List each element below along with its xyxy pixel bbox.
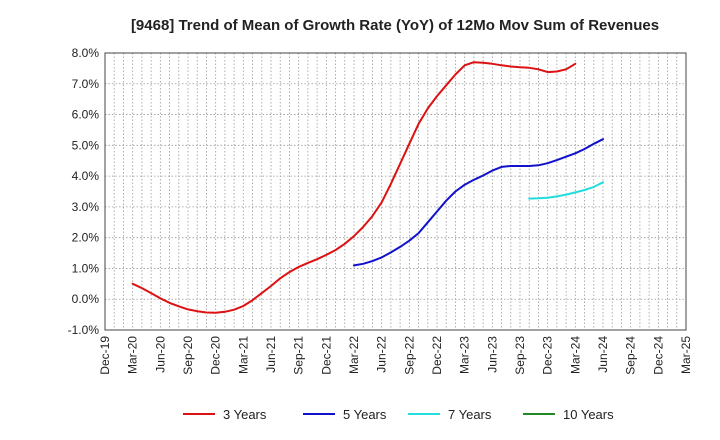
series-line-3-years [131, 61, 577, 314]
legend-label: 7 Years [448, 407, 492, 422]
x-tick-label: Mar-25 [679, 336, 693, 374]
chart-title: [9468] Trend of Mean of Growth Rate (YoY… [131, 17, 659, 34]
x-tick-label: Sep-22 [402, 336, 416, 375]
x-tick-label: Sep-23 [513, 336, 527, 375]
y-tick-label: 4.0% [72, 169, 100, 183]
x-tick-label: Dec-22 [430, 336, 444, 375]
x-tick-label: Jun-23 [485, 336, 499, 373]
legend-label: 5 Years [343, 407, 387, 422]
x-tick-label: Mar-23 [458, 336, 472, 374]
x-tick-label: Mar-20 [126, 336, 140, 374]
series-line-5-years [353, 138, 604, 267]
y-tick-label: 3.0% [72, 200, 100, 214]
y-tick-label: 1.0% [72, 261, 100, 275]
legend-label: 3 Years [223, 407, 267, 422]
y-tick-label: 5.0% [72, 138, 100, 152]
x-tick-label: Jun-24 [596, 336, 610, 373]
x-tick-label: Mar-24 [568, 336, 582, 374]
x-tick-label: Jun-20 [153, 336, 167, 373]
y-tick-label: 2.0% [72, 231, 100, 245]
chart-grid [105, 53, 686, 330]
x-tick-label: Dec-23 [541, 336, 555, 375]
legend-label: 10 Years [563, 407, 614, 422]
x-tick-label: Mar-22 [347, 336, 361, 374]
x-tick-label: Sep-20 [181, 336, 195, 375]
x-tick-label: Sep-21 [292, 336, 306, 375]
x-tick-label: Sep-24 [624, 336, 638, 375]
x-tick-label: Dec-20 [209, 336, 223, 375]
x-tick-label: Dec-21 [319, 336, 333, 375]
x-tick-label: Mar-21 [236, 336, 250, 374]
plot-frame [104, 52, 687, 331]
chart-series [131, 61, 604, 314]
y-tick-label: 0.0% [72, 292, 100, 306]
x-tick-label: Dec-19 [98, 336, 112, 375]
series-line-7-years [528, 181, 604, 200]
chart-legend: 3 Years 5 Years 7 Years 10 Years [183, 407, 614, 422]
y-axis-ticks: -1.0% 0.0% 1.0% 2.0% 3.0% 4.0% 5.0% 6.0% 7.0% 8.0… [68, 46, 100, 337]
y-tick-label: 6.0% [72, 108, 100, 122]
y-tick-label: -1.0% [68, 323, 100, 337]
y-tick-label: 7.0% [72, 77, 100, 91]
x-tick-label: Jun-22 [375, 336, 389, 373]
y-tick-label: 8.0% [72, 46, 100, 60]
x-tick-label: Dec-24 [651, 336, 665, 375]
x-tick-label: Jun-21 [264, 336, 278, 373]
x-axis-ticks: Dec-19 Mar-20 Jun-20 Sep-20 Dec-20 Mar-21 Jun-… [98, 336, 693, 375]
